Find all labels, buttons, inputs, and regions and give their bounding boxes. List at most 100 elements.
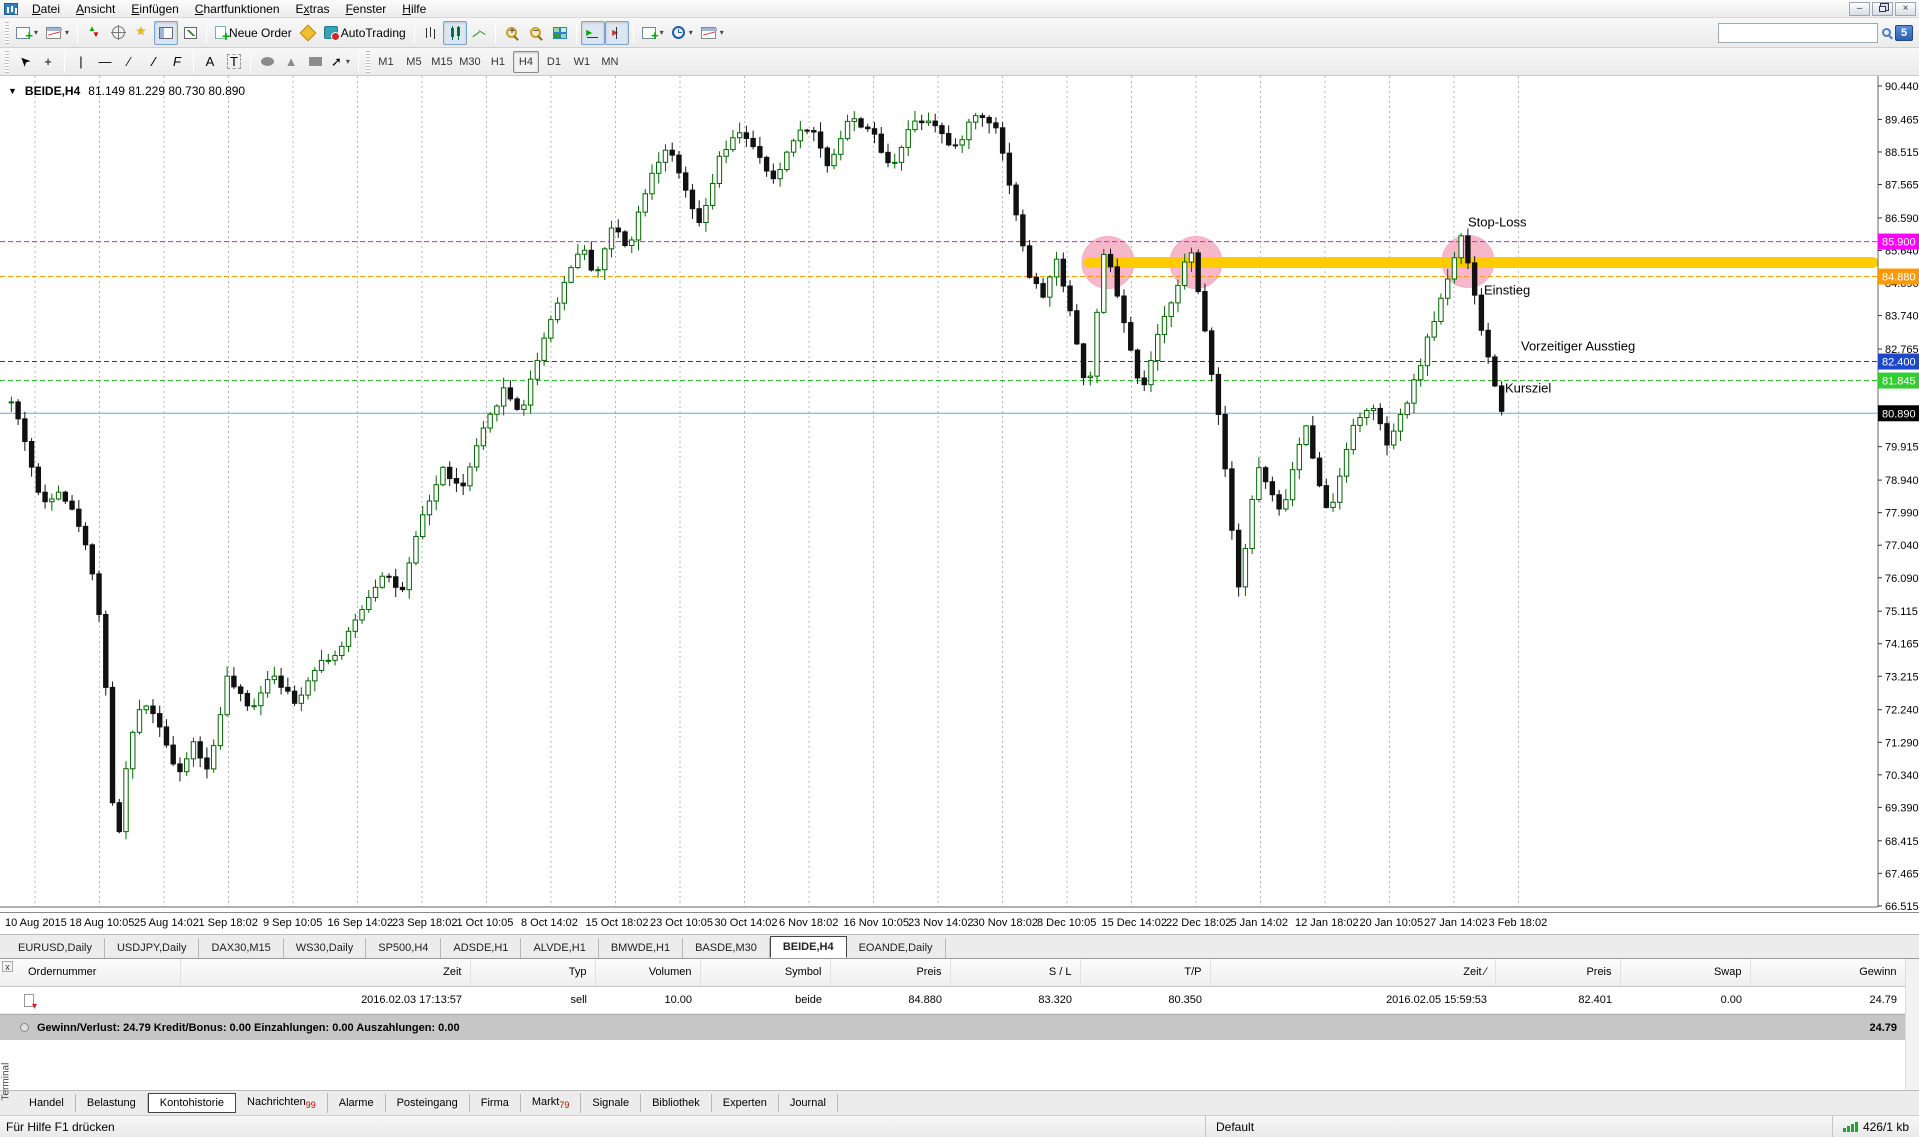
auto-scroll-button[interactable] [580,20,605,45]
terminal-toggle-button[interactable] [154,20,179,45]
column-header-t-p[interactable]: T/P [1080,959,1211,987]
zoom-in-button[interactable] [500,21,524,45]
column-header-gewinn[interactable]: Gewinn [1750,959,1906,987]
terminal-tab-journal[interactable]: Journal [779,1094,838,1112]
column-header-symbol[interactable]: Symbol [700,959,831,987]
column-header-ordernummer[interactable]: Ordernummer [0,959,181,987]
menu-item-einfügen[interactable]: Einfügen [131,1,179,16]
status-profile[interactable]: Default [1205,1116,1635,1137]
channel-tool-button[interactable]: ⁄⁄ [141,50,165,74]
minimize-button[interactable]: – [1849,1,1870,16]
candlestick-chart[interactable]: 90.44089.46588.51587.56586.59085.64084.6… [0,76,1919,913]
timeframe-button-h4[interactable]: H4 [512,50,539,73]
terminal-tab-bibliothek[interactable]: Bibliothek [641,1094,712,1112]
chart-tab-sp500-h4[interactable]: SP500,H4 [366,938,442,958]
column-header-swap[interactable]: Swap [1620,959,1751,987]
toolbar-grip[interactable] [365,50,370,73]
menu-item-fenster[interactable]: Fenster [345,1,387,16]
terminal-tab-posteingang[interactable]: Posteingang [386,1094,470,1112]
navigator-button[interactable] [130,21,154,45]
new-chart-button[interactable]: ▾ [12,21,42,45]
chart-tab-beide-h4[interactable]: BEIDE,H4 [769,936,847,958]
templates-button[interactable]: ▾ [697,21,728,45]
terminal-tab-markt[interactable]: Markt79 [521,1092,582,1114]
terminal-tab-belastung[interactable]: Belastung [76,1094,148,1112]
autotrading-button[interactable]: AutoTrading [320,21,410,45]
timeframe-button-h1[interactable]: H1 [490,55,505,68]
crosshair-tool-button[interactable]: + [36,50,60,74]
rectangle-tool-button[interactable] [303,50,327,74]
menu-item-chartfunktionen[interactable]: Chartfunktionen [194,1,280,16]
tile-windows-button[interactable] [548,21,572,45]
timeframe-button-d1[interactable]: D1 [546,55,561,68]
chart-tab-alvde-h1[interactable]: ALVDE,H1 [521,938,599,958]
line-chart-button[interactable] [467,21,491,45]
fibonacci-tool-button[interactable]: F [165,50,189,74]
profiles-button[interactable]: ▾ [42,21,73,45]
toolbar-grip[interactable] [5,21,9,44]
neue-order-button[interactable]: Neue Order [211,21,296,45]
close-button[interactable]: × [1895,1,1916,16]
strategy-tester-button[interactable] [178,21,202,45]
chart-shift-button[interactable] [604,20,629,45]
zoom-out-button[interactable] [524,21,548,45]
periods-button[interactable]: ▾ [668,21,697,45]
timeframe-button-w1[interactable]: W1 [573,55,591,68]
column-header-typ[interactable]: Typ [470,959,596,987]
column-header-preis[interactable]: Preis [1495,959,1621,987]
horizontal-line-tool-button[interactable]: — [93,50,117,74]
column-header-zeit[interactable]: Zeit ∕ [1210,959,1496,987]
candlestick-chart-button[interactable] [442,20,467,45]
ellipse-tool-button[interactable] [255,50,279,74]
text-tool-button[interactable]: A [198,50,222,74]
toolbar-grip[interactable] [5,50,9,73]
market-watch-button[interactable] [82,21,106,45]
terminal-scrollbar[interactable] [1905,959,1919,1091]
bar-chart-button[interactable] [419,21,443,45]
menu-item-extras[interactable]: Extras [295,1,330,16]
menu-item-datei[interactable]: Datei [32,1,61,16]
menu-item-ansicht[interactable]: Ansicht [76,1,116,16]
text-label-tool-button[interactable]: T [222,50,246,74]
timeframe-button-mn[interactable]: MN [601,55,619,68]
arrows-tool-button[interactable]: ➚ ▾ [327,50,354,74]
timeframe-button-m1[interactable]: M1 [378,55,394,68]
menu-item-hilfe[interactable]: Hilfe [402,1,427,16]
chart-tab-ws30-daily[interactable]: WS30,Daily [284,938,367,958]
triangle-tool-button[interactable]: ▲ [279,50,303,74]
chart-tab-eoande-daily[interactable]: EOANDE,Daily [847,938,946,958]
vertical-line-tool-button[interactable]: | [69,50,93,74]
search-input[interactable] [1718,22,1878,43]
terminal-tab-kontohistorie[interactable]: Kontohistorie [147,1093,237,1113]
indicators-button[interactable]: ▾ [638,21,668,45]
terminal-tab-alarme[interactable]: Alarme [328,1094,386,1112]
metaeditor-button[interactable] [296,21,320,45]
terminal-tab-experten[interactable]: Experten [712,1094,779,1112]
chart-tab-dax30-m15[interactable]: DAX30,M15 [199,938,284,958]
trendline-tool-button[interactable]: ∕ [117,50,141,74]
chat-notifications-badge[interactable]: 5 [1895,24,1913,41]
table-row[interactable]: 2016.02.03 17:13:57sell10.00beide84.8808… [0,986,1919,1014]
chart-tab-adsde-h1[interactable]: ADSDE,H1 [441,938,522,958]
cursor-tool-button[interactable]: ➤ [12,50,36,74]
column-header-zeit[interactable]: Zeit [180,959,471,987]
chart-pane[interactable]: ▼ BEIDE,H4 81.149 81.229 80.730 80.890 9… [0,76,1919,913]
column-header-volumen[interactable]: Volumen [595,959,701,987]
time-axis[interactable]: 10 Aug 2015 18 Aug 10:05 25 Aug 14:02 1 Sep… [0,912,1919,934]
timeframe-button-m15[interactable]: M15 [431,55,453,68]
chart-tab-bmwde-h1[interactable]: BMWDE,H1 [599,938,684,958]
terminal-tab-signale[interactable]: Signale [581,1094,642,1112]
search-icon[interactable] [1882,28,1891,37]
restore-button[interactable] [1872,1,1893,16]
column-header-preis[interactable]: Preis [830,959,951,987]
terminal-tab-handel[interactable]: Handel [18,1094,76,1112]
chart-tab-basde-m30[interactable]: BASDE,M30 [683,938,770,958]
collapse-triangle-icon[interactable]: ▼ [8,86,17,96]
chart-tab-eurusd-daily[interactable]: EURUSD,Daily [6,938,105,958]
data-window-button[interactable] [106,21,130,45]
terminal-close-button[interactable]: x [2,961,13,972]
chart-tab-usdjpy-daily[interactable]: USDJPY,Daily [105,938,200,958]
timeframe-button-m30[interactable]: M30 [459,55,481,68]
terminal-tab-nachrichten[interactable]: Nachrichten99 [236,1092,328,1114]
timeframe-button-m5[interactable]: M5 [406,55,422,68]
